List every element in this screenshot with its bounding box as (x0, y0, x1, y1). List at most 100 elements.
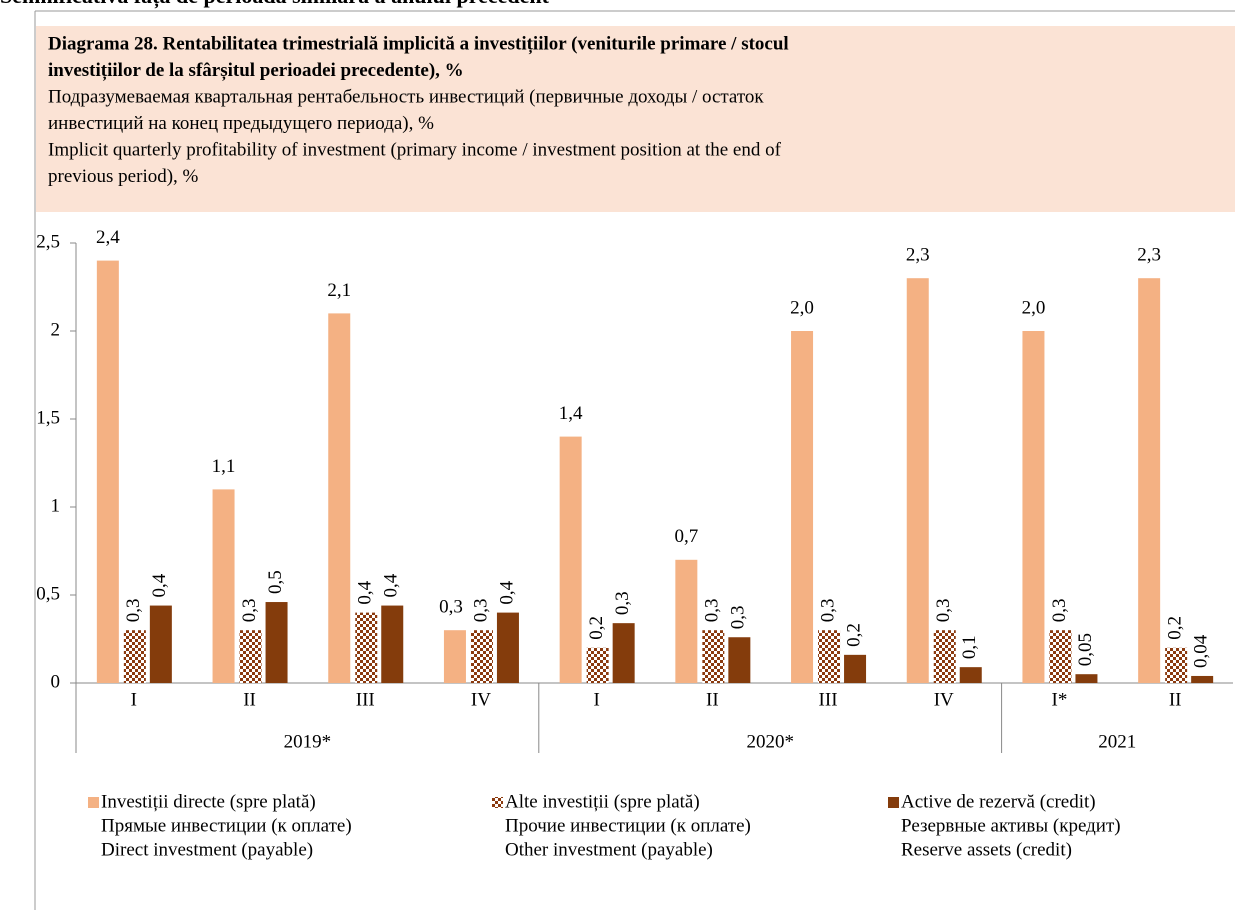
data-label: 0,3 (239, 598, 260, 622)
bar (844, 654, 867, 683)
bar (791, 331, 814, 683)
legend-label-en: Direct investment (payable) (101, 839, 313, 860)
legend-label-ru: Прямые инвестиции (к оплате) (101, 815, 352, 836)
data-label: 0,4 (149, 573, 170, 597)
x-tick-label: I* (1052, 689, 1068, 710)
x-tick-label: II (243, 689, 256, 710)
legend-label-en: Reserve assets (credit) (901, 839, 1072, 860)
group-label: 2021 (1098, 731, 1136, 752)
data-label: 2,4 (96, 227, 120, 248)
bar (1075, 674, 1098, 683)
data-label: 1,4 (559, 403, 583, 424)
x-tick-label: III (356, 689, 375, 710)
title-box (36, 26, 1235, 212)
chart-title: investițiilor de la sfârșitul perioadei … (48, 60, 464, 81)
data-label: 0,7 (674, 526, 698, 547)
legend-label-ru: Резервные активы (кредит) (901, 815, 1121, 836)
bar (239, 630, 262, 683)
data-label: 0,3 (728, 605, 749, 629)
bar (818, 630, 841, 683)
data-label: 2,1 (327, 280, 351, 301)
legend-swatch (492, 797, 503, 808)
legend-label-ru: Прочие инвестиции (к оплате) (505, 815, 751, 836)
bar (212, 489, 235, 683)
chart-title: Diagrama 28. Rentabilitatea trimestrială… (48, 33, 789, 54)
data-label: 2,0 (1022, 297, 1046, 318)
y-tick-label: 0,5 (36, 583, 60, 604)
data-label: 0,3 (817, 598, 838, 622)
bar (1138, 278, 1161, 683)
bar (728, 637, 751, 683)
bar (702, 630, 725, 683)
y-tick-label: 1 (51, 495, 61, 516)
legend-label: Active de rezervă (credit) (901, 791, 1096, 812)
group-label: 2019* (284, 731, 332, 752)
bar (443, 630, 466, 683)
bar (933, 630, 956, 683)
legend-swatch (88, 797, 99, 808)
bar (265, 602, 288, 683)
data-label: 0,2 (586, 616, 607, 640)
y-tick-label: 2,5 (36, 231, 60, 252)
x-tick-label: I (593, 689, 599, 710)
bar (328, 313, 351, 683)
data-label: 0,2 (1165, 616, 1186, 640)
bar (559, 436, 582, 683)
data-label: 0,4 (355, 580, 376, 604)
bar (1191, 675, 1214, 683)
bar (1049, 630, 1072, 683)
bar (149, 605, 172, 683)
legend-label: Investiții directe (spre plată) (101, 791, 316, 812)
data-label: 0,05 (1075, 633, 1096, 666)
subtitle-ru: инвестиций на конец предыдущего периода)… (48, 113, 434, 134)
legend-label-en: Other investment (payable) (505, 839, 713, 860)
subtitle-en: Implicit quarterly profitability of inve… (48, 139, 782, 160)
y-tick-label: 1,5 (36, 407, 60, 428)
bar (675, 559, 698, 683)
bar (470, 630, 493, 683)
data-label: 0,4 (496, 580, 517, 604)
x-tick-label: IV (934, 689, 954, 710)
data-label: 0,3 (702, 598, 723, 622)
data-label: 0,4 (381, 573, 402, 597)
data-label: 0,3 (933, 598, 954, 622)
data-label: 0,04 (1191, 634, 1212, 668)
data-label: 0,5 (265, 570, 286, 594)
bar (1165, 647, 1188, 683)
bar (381, 605, 404, 683)
bar (123, 630, 146, 683)
x-tick-label: I (131, 689, 137, 710)
subtitle-ru: Подразумеваемая квартальная рентабельнос… (48, 86, 764, 107)
y-tick-label: 0 (51, 671, 61, 692)
legend-label: Alte investiții (spre plată) (505, 791, 700, 812)
data-label: 2,3 (906, 245, 930, 266)
bar (496, 612, 519, 683)
bar (906, 278, 929, 683)
bar (586, 647, 609, 683)
bar (355, 612, 378, 683)
page-heading: Semnificativă față de perioada similară … (0, 0, 550, 9)
subtitle-en: previous period), % (48, 166, 199, 187)
bar (96, 260, 119, 683)
data-label: 0,2 (843, 623, 864, 647)
x-tick-label: II (1169, 689, 1182, 710)
x-tick-label: II (706, 689, 719, 710)
data-label: 0,3 (439, 597, 463, 618)
x-tick-label: IV (471, 689, 491, 710)
bar (959, 667, 982, 683)
data-label: 1,1 (212, 456, 236, 477)
data-label: 0,3 (470, 598, 491, 622)
data-label: 0,3 (1049, 598, 1070, 622)
data-label: 2,0 (790, 297, 814, 318)
data-label: 0,3 (123, 598, 144, 622)
group-label: 2020* (746, 731, 794, 752)
data-label: 0,1 (959, 635, 980, 659)
bar (612, 623, 635, 683)
bar (1022, 331, 1045, 683)
data-label: 0,3 (612, 591, 633, 615)
y-tick-label: 2 (51, 319, 61, 340)
x-tick-label: III (819, 689, 838, 710)
data-label: 2,3 (1137, 245, 1161, 266)
